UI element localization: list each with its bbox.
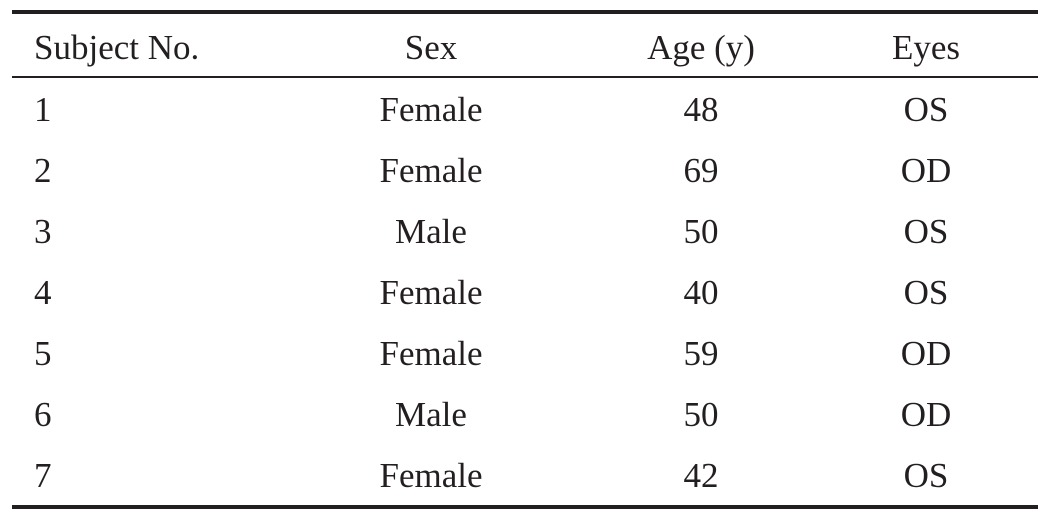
table-row: 3 Male 50 OS: [0, 201, 1054, 262]
table-row: 1 Female 48 OS: [0, 79, 1054, 140]
cell-eyes: OS: [903, 456, 949, 495]
header-age: Age (y): [647, 28, 755, 67]
cell-subject-no: 7: [34, 456, 52, 495]
cell-age: 42: [683, 456, 719, 495]
cell-subject-no: 3: [34, 212, 52, 251]
table-row: 5 Female 59 OD: [0, 323, 1054, 384]
cell-sex: Female: [379, 151, 483, 190]
cell-sex: Female: [379, 334, 483, 373]
table-row: 2 Female 69 OD: [0, 140, 1054, 201]
cell-eyes: OS: [903, 212, 949, 251]
cell-eyes: OD: [900, 151, 952, 190]
table-top-rule: [12, 10, 1038, 14]
cell-eyes: OS: [903, 273, 949, 312]
cell-eyes: OD: [900, 334, 952, 373]
cell-sex: Female: [379, 273, 483, 312]
cell-subject-no: 6: [34, 395, 52, 434]
table-row: 6 Male 50 OD: [0, 384, 1054, 445]
cell-sex: Male: [395, 395, 467, 434]
cell-sex: Female: [379, 90, 483, 129]
table-header-rule: [12, 76, 1038, 78]
cell-subject-no: 4: [34, 273, 52, 312]
cell-subject-no: 1: [34, 90, 52, 129]
cell-age: 48: [683, 90, 719, 129]
table-row: 4 Female 40 OS: [0, 262, 1054, 323]
table-row: 7 Female 42 OS: [0, 445, 1054, 506]
table-header-row: Subject No. Sex Age (y) Eyes: [0, 16, 1054, 76]
header-sex: Sex: [404, 28, 458, 67]
cell-age: 50: [683, 212, 719, 251]
cell-age: 50: [683, 395, 719, 434]
cell-subject-no: 5: [34, 334, 52, 373]
cell-age: 59: [683, 334, 719, 373]
cell-sex: Male: [395, 212, 467, 251]
cell-subject-no: 2: [34, 151, 52, 190]
cell-age: 40: [683, 273, 719, 312]
cell-age: 69: [683, 151, 719, 190]
header-subject-no: Subject No.: [34, 28, 200, 67]
table-bottom-rule: [12, 505, 1038, 509]
header-eyes: Eyes: [891, 28, 961, 67]
cell-sex: Female: [379, 456, 483, 495]
cell-eyes: OD: [900, 395, 952, 434]
cell-eyes: OS: [903, 90, 949, 129]
